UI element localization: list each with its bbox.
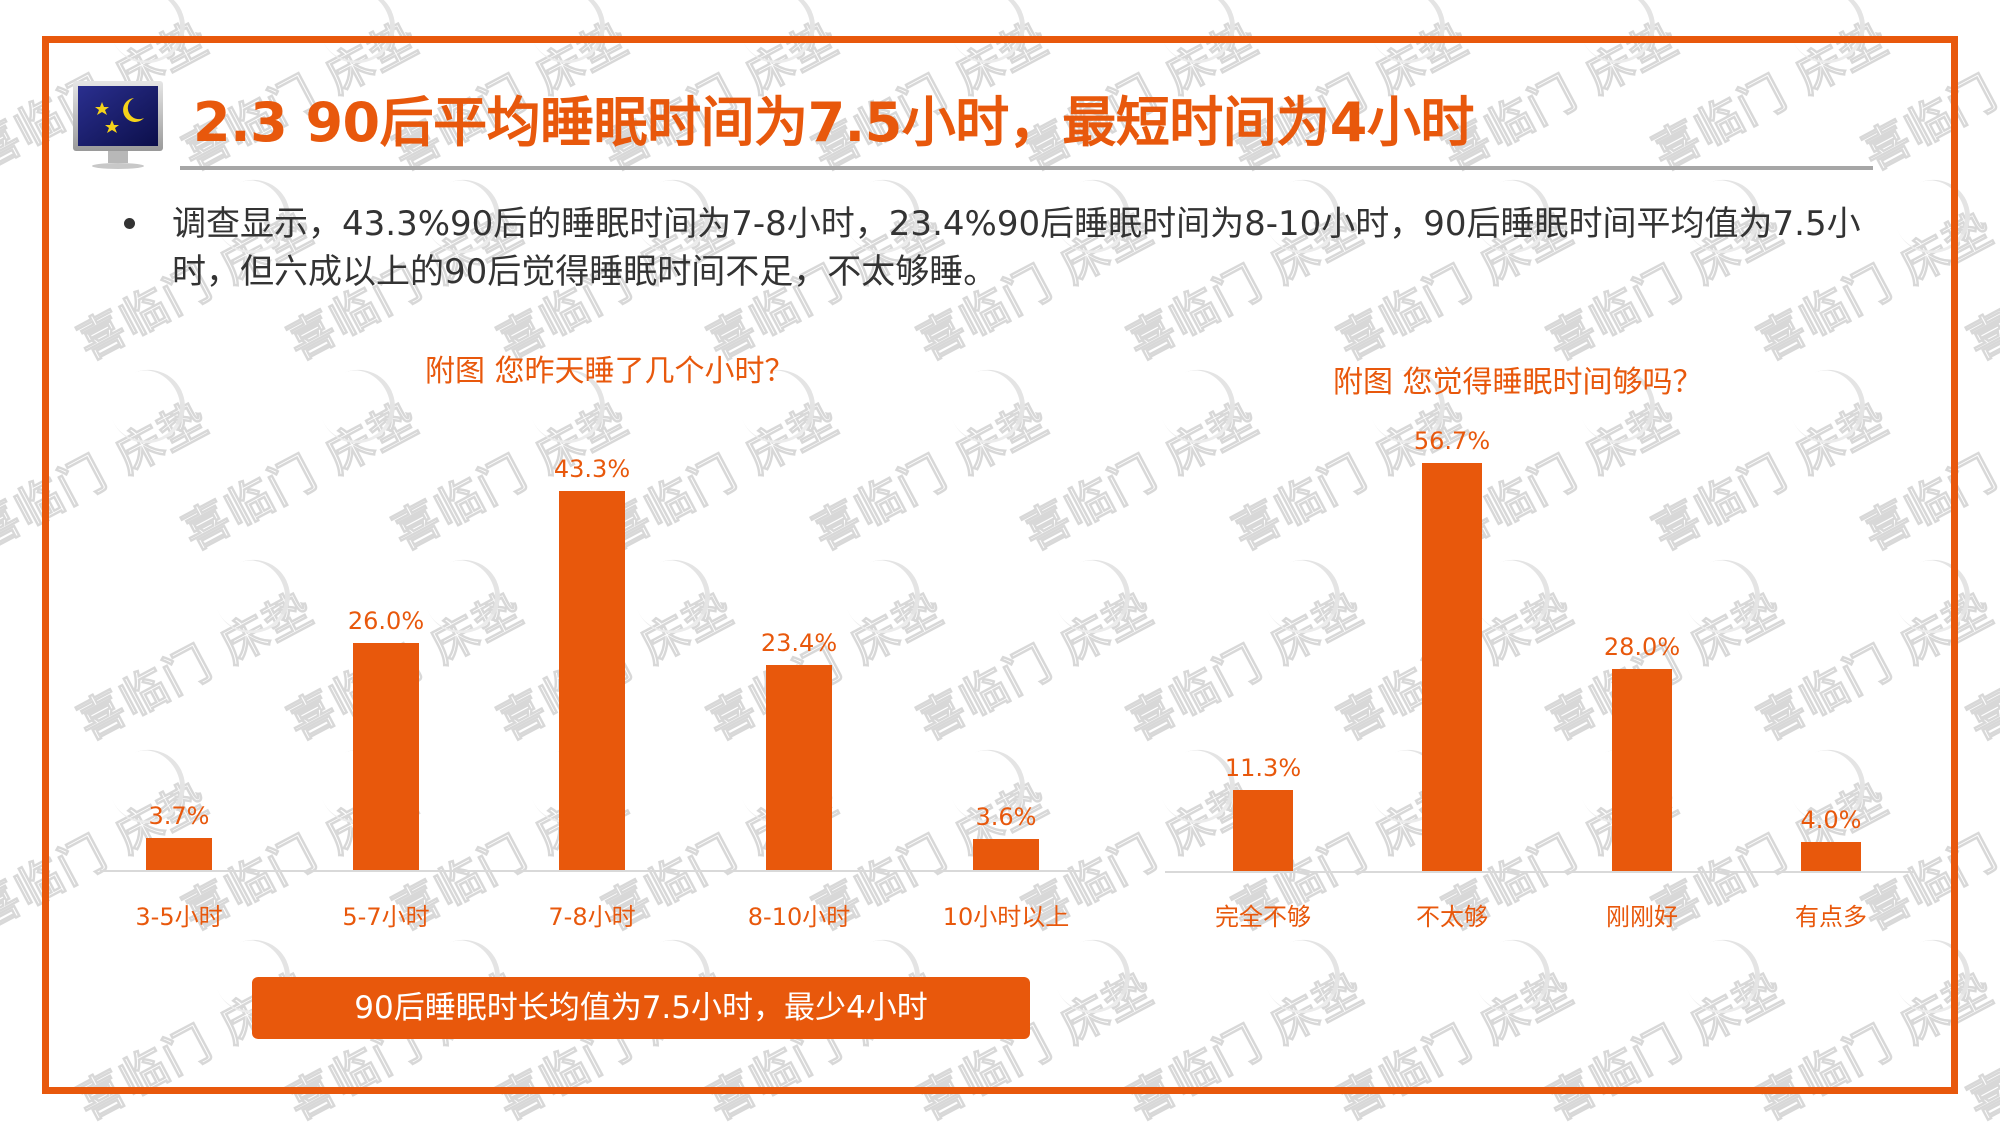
slide-title: 2.3 90后平均睡眠时间为7.5小时，最短时间为4小时 [193, 91, 1474, 154]
watermark-text: 喜临门 床垫 [1958, 961, 2000, 1125]
x-axis-line [1165, 871, 1915, 873]
bar-value-label: 26.0% [347, 606, 425, 635]
bar [353, 642, 419, 870]
chart-title: 附图 您昨天睡了几个小时？ [425, 354, 795, 389]
category-label: 5-7小时 [342, 903, 430, 931]
bar [146, 837, 212, 870]
bar [1612, 669, 1672, 871]
category-label: 不太够 [1416, 903, 1488, 931]
bullet-text: 调查显示，43.3%90后的睡眠时间为7-8小时，23.4%90后睡眠时间为8-… [172, 204, 1861, 292]
watermark-logo-icon [1989, 739, 2000, 834]
category-label: 10小时以上 [942, 903, 1070, 931]
chart-title: 附图 您觉得睡眠时间够吗？ [1333, 365, 1703, 400]
bar-value-label: 11.3% [1224, 753, 1302, 782]
bullet-dot-icon [124, 218, 135, 229]
watermark-text: 喜临门 床垫 [1958, 581, 2000, 751]
title-underline [180, 166, 1873, 170]
bar-value-label: 56.7% [1413, 426, 1491, 455]
category-label: 有点多 [1795, 903, 1867, 931]
slide-frame [42, 36, 1958, 1094]
bar-value-label: 28.0% [1603, 633, 1681, 662]
bar [1422, 462, 1482, 871]
category-label: 完全不够 [1215, 903, 1311, 931]
category-label: 7-8小时 [548, 903, 636, 931]
bar-value-label: 3.6% [975, 802, 1037, 831]
bar [559, 491, 625, 870]
monitor-night-icon [73, 81, 163, 169]
watermark-text: 喜临门 床垫 [1958, 201, 2000, 371]
x-axis-line [100, 870, 1080, 872]
bar-value-label: 43.3% [553, 455, 631, 484]
category-label: 刚刚好 [1606, 903, 1678, 931]
bar [766, 665, 832, 870]
bar-value-label: 4.0% [1800, 806, 1862, 835]
bar [1801, 842, 1861, 871]
bar-value-label: 23.4% [760, 629, 838, 658]
category-label: 3-5小时 [135, 903, 223, 931]
bar [1233, 789, 1293, 871]
bar-value-label: 3.7% [148, 801, 210, 830]
category-label: 8-10小时 [747, 903, 851, 931]
bar [973, 838, 1039, 870]
watermark-logo-icon [1989, 0, 2000, 74]
summary-callout: 90后睡眠时长均值为7.5小时，最少4小时 [252, 977, 1030, 1039]
watermark-logo-icon [1989, 359, 2000, 454]
